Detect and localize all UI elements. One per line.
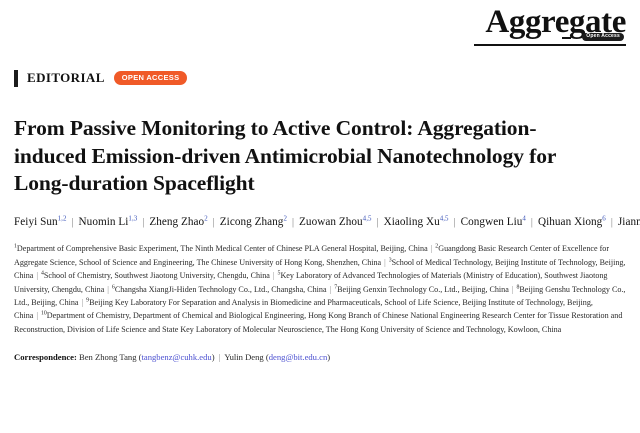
author-separator: |	[142, 216, 145, 228]
author-name-text: Qihuan Xiong	[537, 215, 603, 228]
affiliation-text: Beijing Genxin Technology Co., Ltd., Bei…	[337, 284, 509, 294]
affiliation-number: 5	[277, 270, 281, 277]
author-name[interactable]: Zuowan Zhou4,5	[299, 213, 372, 228]
affiliation-separator: |	[81, 298, 84, 308]
author-separator: |	[530, 216, 533, 228]
logo-underline-rule	[474, 44, 626, 46]
affiliation-number: 1	[14, 243, 17, 250]
affiliation-number: 6	[111, 283, 115, 290]
affiliation-separator: |	[107, 284, 109, 294]
author-name-text: Zuowan Zhou	[299, 215, 363, 228]
author-separator: |	[376, 216, 379, 228]
affiliation-number: 2	[435, 243, 439, 250]
article-type-row: EDITORIAL OPEN ACCESS	[14, 68, 626, 88]
affiliation-separator: |	[36, 311, 38, 321]
author-name-text: Jianmin Tang	[617, 215, 640, 228]
affiliation-separator: |	[384, 257, 386, 267]
affiliation-separator: |	[272, 271, 275, 281]
affiliation-number: 7	[334, 283, 338, 290]
affiliation-text: Beijing Genshu Technology Co., Ltd., Bei…	[14, 284, 626, 308]
affiliation-separator: |	[36, 271, 38, 281]
author-name[interactable]: Congwen Liu4	[460, 213, 526, 228]
article-type-label: EDITORIAL	[27, 70, 105, 85]
author-affiliation-marker: 2	[283, 213, 287, 222]
journal-logo[interactable]: Aggregate Open Access	[485, 6, 626, 42]
affiliation-number: 10	[40, 310, 47, 317]
author-affiliation-marker: 2	[204, 213, 208, 222]
correspondence-author-name: Yulin Deng (	[224, 352, 269, 363]
author-list: Feiyi Sun1,2 | Nuomin Li1,3 | Zheng Zhao2 | Zi…	[14, 213, 640, 231]
open-access-badge[interactable]: OPEN ACCESS	[113, 71, 188, 85]
affiliation-text: Department of Comprehensive Basic Experi…	[16, 244, 428, 254]
author-separator: |	[71, 216, 74, 228]
journal-masthead: Aggregate Open Access	[14, 0, 626, 56]
author-affiliation-marker: 4,5	[439, 213, 449, 222]
correspondence-label: Correspondence:	[14, 352, 77, 363]
correspondence-email-link[interactable]: deng@bit.edu.cn	[268, 352, 328, 363]
author-name[interactable]: Qihuan Xiong6	[537, 213, 606, 228]
author-name[interactable]: Zheng Zhao2	[149, 213, 208, 228]
affiliation-text: School of Medical Technology, Beijing In…	[14, 257, 626, 281]
author-name-text: Xiaoling Xu	[383, 215, 440, 228]
author-name[interactable]: Xiaoling Xu4,5	[383, 213, 449, 228]
author-affiliation-marker: 4	[522, 213, 526, 222]
author-separator: |	[291, 216, 295, 228]
affiliation-number: 4	[40, 270, 44, 277]
correspondence-paren-close: )	[211, 352, 215, 363]
affiliation-text: Beijing Key Laboratory For Separation an…	[14, 298, 593, 321]
author-name-text: Congwen Liu	[460, 215, 523, 228]
article-type-accent-bar	[14, 69, 18, 87]
author-affiliation-marker: 1,2	[57, 213, 67, 222]
author-name-text: Zicong Zhang	[219, 215, 284, 228]
logo-dash-icon	[562, 37, 571, 39]
correspondence-email-link[interactable]: tangbenz@cuhk.edu	[141, 352, 212, 363]
affiliation-separator: |	[511, 284, 514, 294]
author-name[interactable]: Feiyi Sun1,2	[14, 213, 67, 228]
author-name-text: Feiyi Sun	[14, 215, 58, 228]
correspondence-separator: |	[218, 352, 221, 363]
journal-open-access-row: Open Access	[485, 33, 626, 42]
article-title: From Passive Monitoring to Active Contro…	[14, 116, 556, 196]
affiliation-text: Key Laboratory of Advanced Technologies …	[14, 271, 608, 294]
correspondence-line: Correspondence: Ben Zhong Tang (tangbenz…	[14, 351, 626, 364]
author-affiliation-marker: 4,5	[362, 213, 372, 222]
affiliation-number: 9	[86, 297, 90, 304]
affiliation-text: Guangdong Basic Research Center of Excel…	[14, 244, 610, 267]
affiliation-list: 1Department of Comprehensive Basic Exper…	[14, 242, 626, 336]
author-separator: |	[212, 216, 215, 228]
author-affiliation-marker: 6	[602, 213, 606, 222]
affiliation-number: 3	[388, 257, 392, 264]
author-name[interactable]: Zicong Zhang2	[219, 213, 287, 228]
author-name-text: Zheng Zhao	[149, 215, 205, 228]
journal-open-access-pill: Open Access	[582, 33, 624, 41]
author-name[interactable]: Jianmin Tang6	[618, 216, 640, 228]
author-separator: |	[610, 216, 613, 228]
affiliation-separator: |	[329, 284, 332, 294]
author-name-text: Nuomin Li	[78, 215, 129, 228]
author-affiliation-marker: 1,3	[128, 213, 138, 222]
author-separator: |	[453, 216, 456, 228]
affiliation-text: Changsha XiangJi-Hiden Technology Co., L…	[114, 284, 327, 294]
affiliation-text: Department of Chemistry, Department of C…	[14, 311, 623, 334]
affiliation-text: School of Chemistry, Southwest Jiaotong …	[43, 271, 270, 281]
correspondence-paren-close: )	[327, 352, 331, 363]
author-name[interactable]: Nuomin Li1,3	[78, 213, 138, 228]
affiliation-separator: |	[430, 244, 433, 254]
affiliation-number: 8	[516, 283, 520, 290]
correspondence-author-name: Ben Zhong Tang (	[79, 352, 142, 363]
